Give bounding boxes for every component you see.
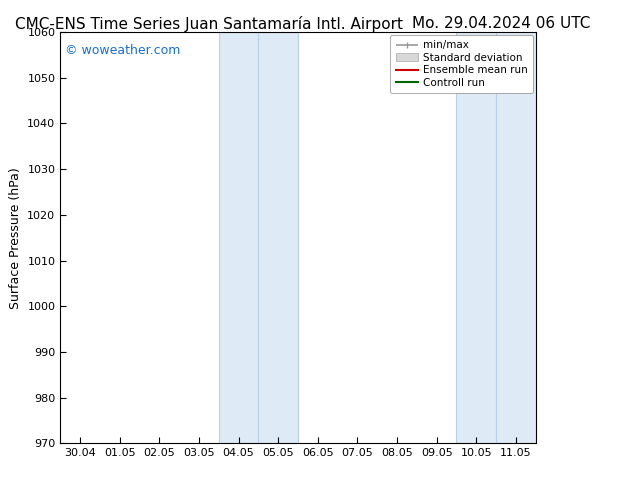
Bar [456,32,496,443]
Bar [496,32,536,443]
Bar [259,32,298,443]
Legend: min/max, Standard deviation, Ensemble mean run, Controll run: min/max, Standard deviation, Ensemble me… [391,35,533,93]
Text: CMC-ENS Time Series Juan Santamaría Intl. Airport: CMC-ENS Time Series Juan Santamaría Intl… [15,16,403,32]
Bar [219,32,259,443]
Text: © woweather.com: © woweather.com [65,44,180,57]
Y-axis label: Surface Pressure (hPa): Surface Pressure (hPa) [9,167,22,309]
Text: Mo. 29.04.2024 06 UTC: Mo. 29.04.2024 06 UTC [411,16,590,31]
